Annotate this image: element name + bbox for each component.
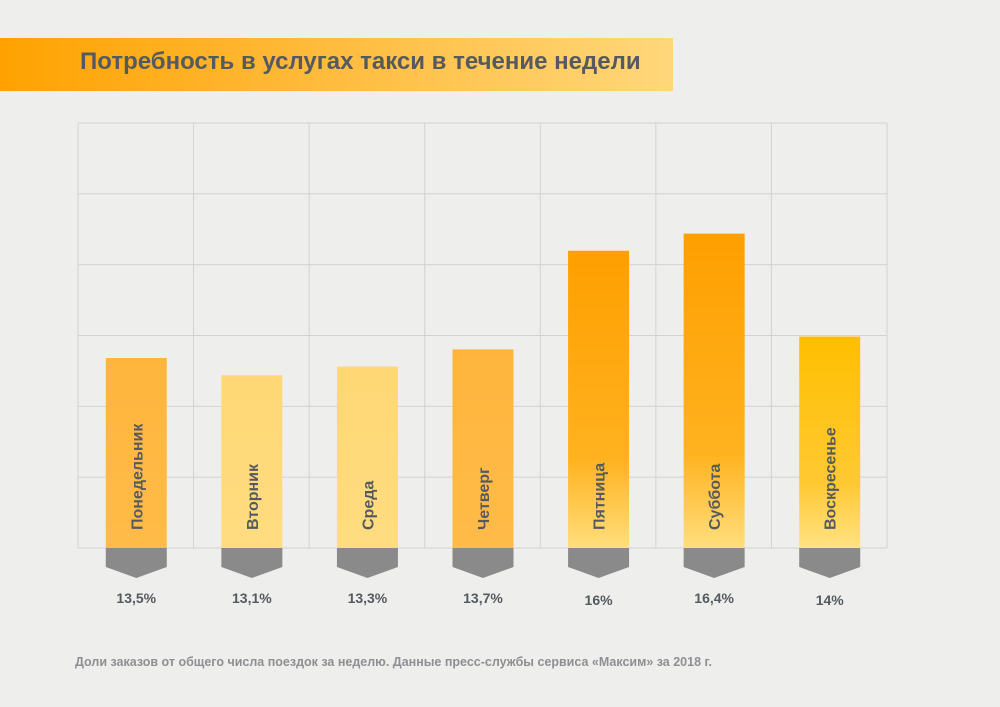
- bars-layer: Понедельник 13,5% Вторник 13,1% Среда 13,3% Че…: [105, 233, 861, 608]
- day-label: Четверг: [476, 467, 493, 530]
- bar: [221, 375, 283, 548]
- bar: [568, 250, 630, 548]
- day-label: Среда: [360, 481, 377, 530]
- bar-chevron-marker: [568, 548, 630, 578]
- bar: [799, 336, 861, 548]
- bar-chevron-marker: [683, 548, 745, 578]
- bar-chevron-marker: [452, 548, 514, 578]
- value-label: 13,3%: [348, 590, 388, 606]
- day-label: Пятница: [592, 463, 609, 530]
- day-label: Суббота: [707, 464, 724, 530]
- bar: [452, 349, 514, 548]
- value-label: 16%: [585, 592, 614, 608]
- bar-chevron-marker: [336, 548, 398, 578]
- source-note: Доли заказов от общего числа поездок за …: [75, 655, 712, 669]
- day-label: Вторник: [245, 463, 262, 530]
- day-label: Воскресенье: [823, 427, 840, 530]
- bar-chevron-marker: [799, 548, 861, 578]
- value-label: 13,5%: [116, 590, 156, 606]
- bar-chevron-marker: [221, 548, 283, 578]
- day-label: Понедельник: [129, 423, 146, 530]
- value-label: 13,1%: [232, 590, 272, 606]
- title-band: [0, 38, 673, 91]
- bar: [105, 358, 167, 548]
- value-label: 13,7%: [463, 590, 503, 606]
- value-label: 14%: [816, 592, 845, 608]
- bar: [683, 233, 745, 548]
- bar: [336, 366, 398, 548]
- value-label: 16,4%: [694, 590, 734, 606]
- bar-chevron-marker: [105, 548, 167, 578]
- chart-title: Потребность в услугах такси в течение не…: [80, 48, 641, 75]
